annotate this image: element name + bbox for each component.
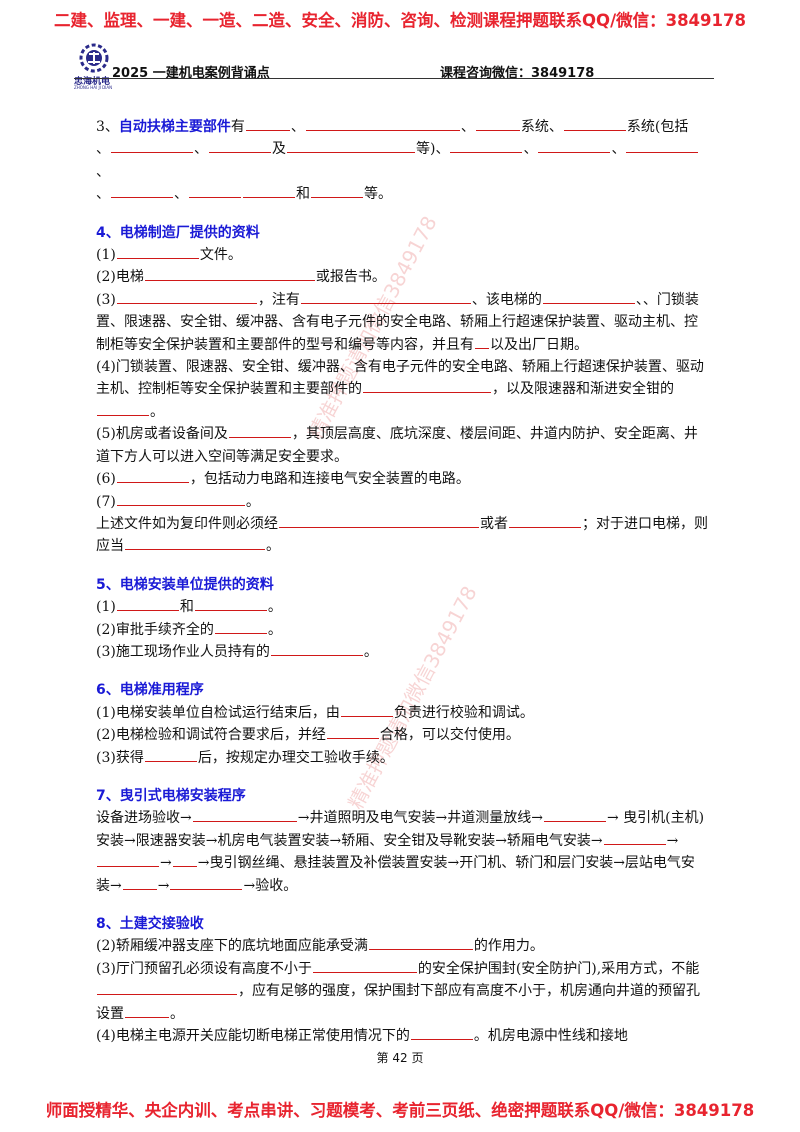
blank xyxy=(111,184,173,199)
s4-line-5: (5)机房或者设备间及 ，其顶层高度、底坑深度、楼层间距、井道内防护、安全距离、井… xyxy=(96,424,698,465)
blank xyxy=(279,514,479,528)
blank xyxy=(563,117,626,131)
blank xyxy=(209,139,271,154)
logo-name: 忠海机电 xyxy=(74,77,111,87)
s4-line-4: (4)门锁装置、限速器、安全钳、缓冲器、含有电子元件的安全电路、轿厢上行超速保护… xyxy=(96,359,704,420)
s6-line-1: (1)电梯安装单位自检试运行结束后，由 负责进行校验和调试。 xyxy=(96,703,534,721)
section-5-title: 5、电梯安装单位提供的资料 xyxy=(96,576,274,593)
section-3-text: 3、自动扶梯主要部件有、、系统、 系统(包括、、及等)、、、、、、和等。 xyxy=(96,116,708,206)
blank xyxy=(538,139,611,154)
section-6: 6、电梯准用程序 (1)电梯安装单位自检试运行结束后，由 负责进行校验和调试。 (… xyxy=(96,679,708,769)
blank xyxy=(363,379,491,394)
blank xyxy=(475,117,520,131)
blank xyxy=(305,117,460,131)
top-promo-banner: 二建、监理、一建、一造、二造、安全、消防、咨询、检测课程押题联系QQ/微信：38… xyxy=(54,11,746,30)
section-7-title: 7、曳引式电梯安装程序 xyxy=(96,787,246,804)
page-number: 第 42 页 xyxy=(376,1051,424,1065)
section-7: 7、曳引式电梯安装程序 设备进场验收→ →井道照明及电气安装→井道测量放线→ → 曳… xyxy=(96,785,708,897)
blank xyxy=(312,959,417,973)
gear-logo-icon xyxy=(79,43,109,73)
blank xyxy=(542,290,635,304)
s6-line-2: (2)电梯检验和调试符合要求后，并经 合格，可以交付使用。 xyxy=(96,725,520,744)
blank xyxy=(111,139,193,154)
blank xyxy=(300,290,471,304)
blank xyxy=(189,184,241,199)
blank xyxy=(144,267,315,282)
blank xyxy=(116,290,257,304)
blank xyxy=(326,725,379,740)
blank xyxy=(116,492,245,506)
s5-line-3: (3)施工现场作业人员持有的。 xyxy=(96,642,378,660)
blank xyxy=(450,139,523,154)
blank xyxy=(194,597,267,612)
s4-line-2: (2)电梯 或报告书。 xyxy=(96,267,386,286)
blank xyxy=(340,703,393,717)
s8-line-2: (2)轿厢缓冲器支座下的底坑地面应能承受满 的作用力。 xyxy=(96,936,544,955)
section-3-title: 自动扶梯主要部件 xyxy=(118,119,231,135)
blank xyxy=(270,642,363,656)
logo-subtitle: ZHONG HAI JI DIAN xyxy=(74,85,113,90)
s7-body: 设备进场验收→ →井道照明及电气安装→井道测量放线→ → 曳引机(主机)安装→限速器… xyxy=(96,808,705,894)
s8-line-3: (3)厅门预留孔必须设有高度不小于 的安全保护围封(安全防护门),采用方式，不能，… xyxy=(96,959,700,1022)
blank xyxy=(97,853,159,868)
blank xyxy=(97,981,237,996)
header-title: 2025 一建机电案例背诵点 xyxy=(112,66,270,81)
blank xyxy=(214,620,267,634)
blank xyxy=(170,876,243,890)
blank xyxy=(243,184,295,199)
blank xyxy=(144,748,197,762)
s4-line-3: (3) ，注有 、该电梯的 、、门锁装置、限速器、安全钳、缓冲器、含有电子元件的安全电… xyxy=(96,290,699,353)
section-5: 5、电梯安装单位提供的资料 (1) 和。 (2)审批手续齐全的。 (3)施工现场作… xyxy=(96,574,708,664)
section-8-title: 8、土建交接验收 xyxy=(96,916,204,932)
blank xyxy=(311,184,363,199)
blank xyxy=(626,139,699,154)
section-6-title: 6、电梯准用程序 xyxy=(96,682,204,699)
blank xyxy=(125,536,265,551)
s4-line-1: (1) 文件。 xyxy=(96,245,242,264)
section-8: 8、土建交接验收 (2)轿厢缓冲器支座下的底坑地面应能承受满 的作用力。 (3)厅… xyxy=(96,913,708,1047)
blank xyxy=(116,245,199,260)
s4-line-7: (7)。 xyxy=(96,492,260,510)
section-3: 3、自动扶梯主要部件有、、系统、 系统(包括、、及等)、、、、、、和等。 xyxy=(96,116,708,206)
blank xyxy=(509,514,581,528)
s4-line-8: 上述文件如为复印件则必须经 或者 ；对于进口电梯，则应当。 xyxy=(96,514,708,555)
blank xyxy=(122,876,157,890)
header-contact: 课程咨询微信：3849178 xyxy=(440,66,595,81)
blank xyxy=(410,1026,473,1041)
blank xyxy=(192,808,297,823)
blank xyxy=(116,597,179,612)
s4-line-6: (6) ，包括动力电路和连接电气安全装置的电路。 xyxy=(96,469,470,488)
blank xyxy=(543,808,606,823)
s5-line-1: (1) 和。 xyxy=(96,597,282,616)
blank xyxy=(228,424,291,439)
blank xyxy=(287,139,415,154)
bottom-promo-banner: 师面授精华、央企内训、考点串讲、习题模考、考前三页纸、绝密押题联系QQ/微信：3… xyxy=(45,1101,755,1120)
blank xyxy=(172,853,197,868)
page-content: 3、自动扶梯主要部件有、、系统、 系统(包括、、及等)、、、、、、和等。 4、电梯… xyxy=(96,116,708,1047)
section-4-title: 4、电梯制造厂提供的资料 xyxy=(96,224,260,241)
section-4: 4、电梯制造厂提供的资料 (1) 文件。 (2)电梯 或报告书。 (3) ，注有 、该电… xyxy=(96,222,708,558)
header-divider xyxy=(74,78,714,79)
s5-line-2: (2)审批手续齐全的。 xyxy=(96,620,282,638)
blank xyxy=(368,936,473,951)
blank xyxy=(125,1004,169,1018)
blank xyxy=(603,831,666,845)
blank xyxy=(245,117,290,131)
blank xyxy=(116,469,189,484)
s6-line-3: (3)获得 后，按规定办理交工验收手续。 xyxy=(96,748,394,766)
blank xyxy=(475,335,489,349)
blank xyxy=(97,402,149,416)
s8-line-4: (4)电梯主电源开关应能切断电梯正常使用情况下的 。机房电源中性线和接地 xyxy=(96,1026,628,1045)
